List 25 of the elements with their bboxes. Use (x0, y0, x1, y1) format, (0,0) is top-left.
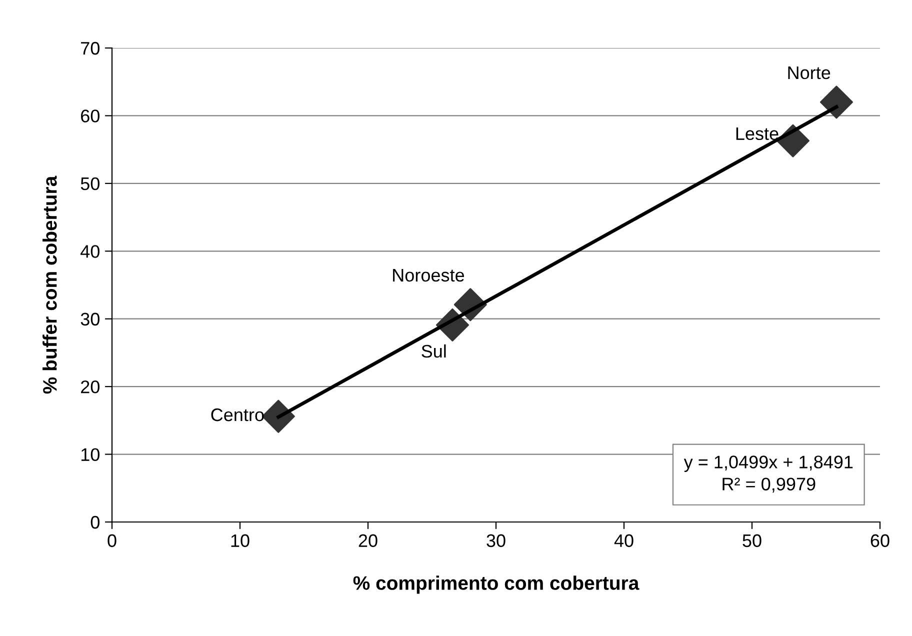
point (820, 86, 854, 119)
y-tick-label: 10 (81, 448, 100, 462)
y-tick-label: 70 (81, 42, 100, 55)
annotation: Centro (211, 408, 264, 422)
y-tick-label: 40 (80, 245, 100, 258)
y-tick-label: 60 (81, 110, 100, 122)
x-tick-label: 60 (870, 534, 890, 548)
annotation: Sul (422, 344, 446, 358)
annotation: R² = 0,9979 (722, 478, 816, 493)
x-tick-label: 10 (231, 534, 250, 548)
x-tick-label: 30 (486, 534, 506, 548)
annotation: Leste (736, 127, 778, 140)
x-axis-title: % comprimento com cobertura (353, 576, 640, 594)
x-tick-label: 0 (108, 534, 116, 548)
y-tick-label: 30 (80, 312, 100, 326)
y-axis-title: % buffer com cobertura (42, 176, 57, 394)
x-tick-label: 40 (614, 534, 634, 548)
x-tick-label: 20 (358, 534, 378, 548)
y-tick-label: 0 (90, 516, 100, 529)
x-tick-label: 50 (742, 534, 762, 548)
annotation: Noroeste (393, 269, 464, 282)
y-tick-label: 50 (80, 177, 100, 190)
annotation: Norte (788, 66, 830, 80)
y-tick-label: 20 (81, 380, 100, 394)
annotation: y = 1,0499x + 1,8491 (684, 456, 853, 472)
